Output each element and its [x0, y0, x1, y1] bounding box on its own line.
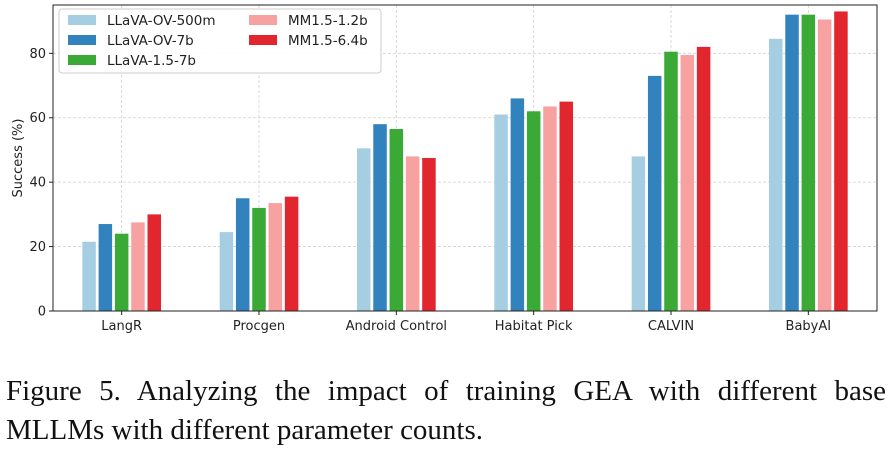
bar — [252, 207, 266, 311]
legend-swatch — [68, 35, 96, 45]
figure-caption: Figure 5. Analyzing the impact of traini… — [6, 375, 886, 446]
bar — [82, 241, 96, 311]
bar — [834, 11, 848, 311]
bar — [785, 14, 799, 312]
x-tick-label: Habitat Pick — [495, 319, 573, 334]
legend-label: LLaVA-OV-500m — [107, 13, 216, 29]
x-tick-label: CALVIN — [648, 319, 694, 334]
legend-swatch — [68, 55, 96, 65]
bar — [268, 203, 283, 311]
bar — [494, 114, 508, 311]
y-tick-label: 80 — [29, 47, 46, 62]
legend-swatch — [68, 15, 96, 25]
bar — [389, 129, 404, 311]
bar — [98, 224, 113, 311]
bar — [422, 158, 436, 311]
y-tick-label: 40 — [29, 176, 46, 191]
bar — [235, 198, 250, 311]
bar — [801, 14, 816, 312]
y-tick-label: 60 — [29, 111, 46, 126]
bar — [526, 111, 541, 311]
bar — [696, 46, 711, 311]
bar — [147, 214, 162, 311]
bars — [82, 11, 848, 312]
bar — [219, 232, 234, 311]
bar — [768, 38, 783, 312]
bar — [114, 233, 129, 311]
bar — [817, 19, 832, 311]
y-tick-label: 20 — [29, 240, 46, 255]
bar — [664, 51, 678, 311]
x-tick-label: Procgen — [233, 319, 285, 334]
bar-chart: 0 20 40 60 80 LangR Procgen Android Control Habi… — [11, 4, 878, 334]
bar — [647, 75, 662, 311]
y-tick-label: 0 — [38, 305, 46, 320]
legend-swatch — [249, 15, 277, 25]
x-tick-label: BabyAI — [786, 319, 832, 334]
legend: LLaVA-OV-500m LLaVA-OV-7b LLaVA-1.5-7b MM1.… — [58, 8, 382, 74]
legend-label: LLaVA-OV-7b — [107, 33, 194, 49]
legend-swatch — [249, 35, 277, 45]
bar — [680, 54, 695, 311]
bar — [510, 98, 525, 312]
legend-label: LLaVA-1.5-7b — [107, 53, 196, 69]
x-tick-label: Android Control — [346, 319, 447, 334]
bar — [373, 124, 387, 311]
bar — [131, 222, 145, 311]
y-axis-label: Success (%) — [11, 119, 26, 198]
bar — [559, 101, 574, 311]
legend-label: MM1.5-1.2b — [288, 13, 368, 29]
plot-frame — [52, 4, 878, 312]
bar — [631, 156, 646, 311]
x-tick-label: LangR — [101, 319, 142, 334]
bar — [543, 106, 557, 311]
bar — [356, 148, 371, 311]
bar — [284, 196, 299, 311]
legend-label: MM1.5-6.4b — [288, 33, 368, 49]
bar — [405, 156, 420, 311]
axes: 0 20 40 60 80 LangR Procgen Android Control Habi… — [11, 4, 878, 334]
legend-box — [58, 8, 382, 74]
